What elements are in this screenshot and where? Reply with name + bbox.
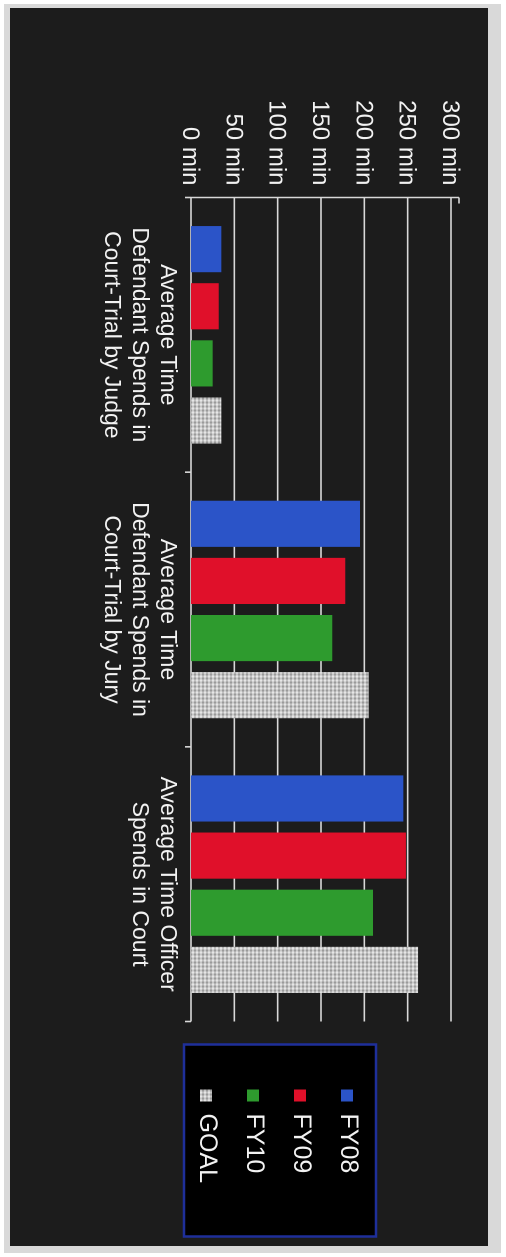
bar-fy10 — [191, 889, 373, 936]
bar-goal — [191, 946, 419, 993]
y-tick-label: 200 min — [350, 100, 377, 185]
bar-fy10 — [190, 340, 213, 387]
y-tick-label: 50 min — [220, 113, 247, 185]
bar-goal — [191, 672, 369, 719]
bar-goal — [191, 397, 222, 444]
legend-label: FY09 — [288, 1114, 316, 1174]
legend-swatch-fy09 — [294, 1089, 306, 1102]
legend-label: FY08 — [335, 1114, 363, 1174]
category-label: Average TimeDefendant Spends inCourt-Tri… — [100, 227, 182, 442]
y-tick-label: 300 min — [437, 100, 464, 185]
bar-fy09 — [191, 283, 219, 330]
y-tick-label: 250 min — [394, 100, 421, 185]
bar-fy09 — [191, 557, 346, 605]
bar-fy09 — [191, 832, 406, 879]
legend-swatch-fy08 — [341, 1089, 353, 1102]
y-tick-label: 0 min — [177, 127, 204, 186]
bar-fy08 — [191, 775, 404, 822]
legend-label: GOAL — [194, 1114, 222, 1184]
bar-fy08 — [191, 500, 360, 547]
legend-swatch-goal — [200, 1089, 212, 1102]
category-label: Average Time OfficerSpends in Court — [128, 777, 182, 993]
legend: FY08 FY09 FY10 GOAL — [182, 1043, 378, 1238]
bar-fy08 — [191, 226, 222, 273]
legend-swatch-fy10 — [247, 1089, 259, 1102]
category-label: Average TimeDefendant Spends inCourt-Tri… — [100, 502, 182, 717]
legend-box — [182, 1043, 378, 1238]
bar-fy10 — [191, 614, 333, 662]
y-tick-label: 150 min — [307, 100, 334, 185]
y-tick-label: 100 min — [264, 100, 291, 185]
legend-label: FY10 — [241, 1114, 269, 1174]
